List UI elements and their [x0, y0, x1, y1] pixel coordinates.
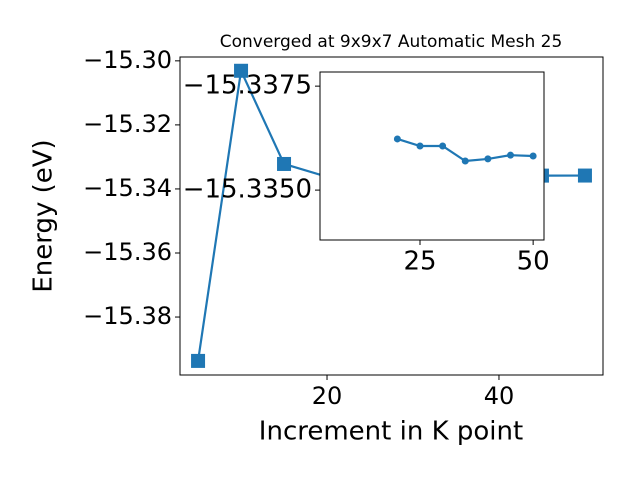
y-tick-label: −15.38	[83, 302, 172, 330]
data-point	[577, 168, 592, 183]
x-axis-label: Increment in K point	[259, 417, 523, 447]
x-tick-label: 40	[484, 382, 515, 410]
data-point	[529, 152, 537, 160]
y-tick-label: −15.3375	[183, 71, 312, 101]
data-point	[234, 63, 249, 78]
axes-frame	[319, 71, 545, 241]
data-point	[393, 135, 401, 143]
y-tick-label: −15.32	[83, 110, 172, 138]
x-tick-label: 20	[312, 382, 343, 410]
data-point	[484, 155, 492, 163]
y-tick-label: −15.36	[83, 238, 172, 266]
data-point	[191, 353, 206, 368]
data-point	[277, 156, 292, 171]
y-tick-label: −15.30	[83, 46, 172, 74]
chart-title: Converged at 9x9x7 Automatic Mesh 25	[220, 32, 563, 52]
data-point	[439, 142, 447, 150]
y-tick-label: −15.34	[83, 174, 172, 202]
axes-frame	[179, 56, 604, 376]
plot-content	[393, 135, 537, 165]
data-point	[461, 157, 469, 165]
x-tick-label: 25	[403, 247, 436, 277]
y-tick-label: −15.3350	[183, 175, 312, 205]
x-tick-label: 50	[517, 247, 550, 277]
data-point	[507, 151, 515, 159]
data-point	[416, 142, 424, 150]
y-axis-label: Energy (eV)	[29, 139, 59, 292]
